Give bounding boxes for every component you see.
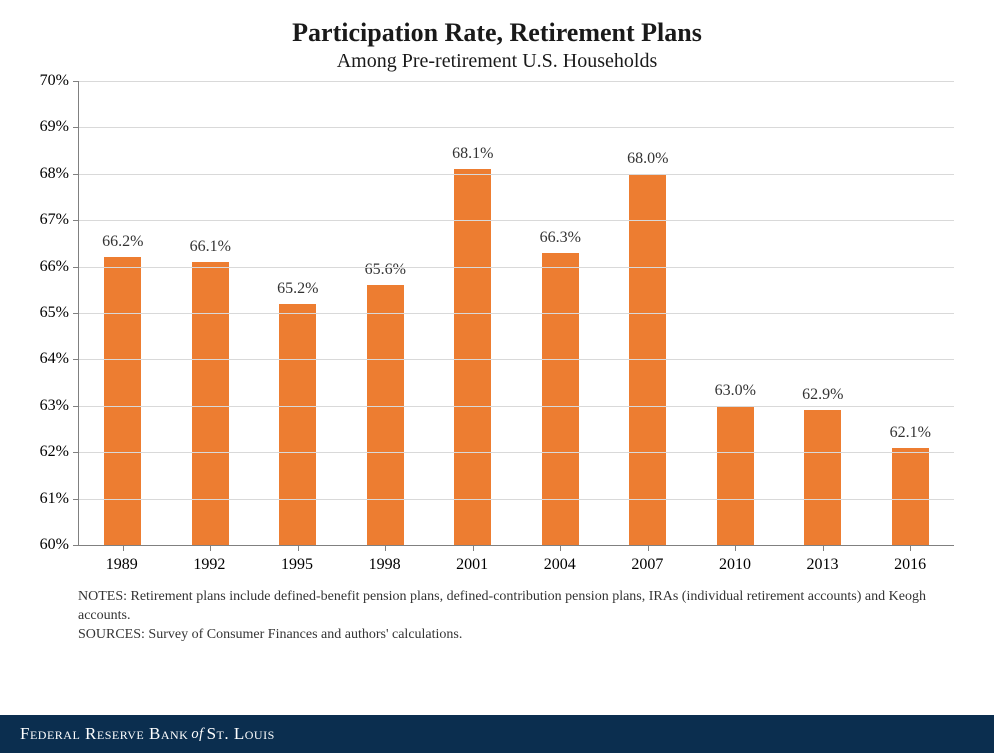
sources-line: SOURCES: Survey of Consumer Finances and… <box>78 626 954 645</box>
y-tick-label: 60% <box>40 536 79 554</box>
x-tick-mark <box>910 545 911 551</box>
bar-value-label: 68.1% <box>452 145 493 169</box>
bar: 65.2% <box>279 304 316 545</box>
grid-line <box>79 452 954 453</box>
x-axis-label: 2007 <box>604 556 692 574</box>
x-axis-label: 2016 <box>866 556 954 574</box>
y-tick-label: 64% <box>40 350 79 368</box>
plot-area: 66.2% 66.1% 65.2% 65.6% 68.1% 66.3% 68.0% 63.0%… <box>78 81 954 546</box>
y-tick-label: 65% <box>40 304 79 322</box>
y-tick-label: 70% <box>40 72 79 90</box>
y-tick-label: 63% <box>40 397 79 415</box>
grid-line <box>79 499 954 500</box>
bar-value-label: 68.0% <box>627 150 668 174</box>
bar: 68.1% <box>454 169 491 545</box>
y-tick-label: 69% <box>40 118 79 136</box>
x-tick-mark <box>473 545 474 551</box>
y-tick-label: 62% <box>40 443 79 461</box>
grid-line <box>79 267 954 268</box>
x-axis-labels: 1989199219951998200120042007201020132016 <box>78 556 954 574</box>
x-tick-mark <box>385 545 386 551</box>
x-tick-mark <box>123 545 124 551</box>
bar-value-label: 65.6% <box>365 261 406 285</box>
plot-wrap: 66.2% 66.1% 65.2% 65.6% 68.1% 66.3% 68.0% 63.0%… <box>78 81 954 574</box>
grid-line <box>79 359 954 360</box>
x-axis-label: 2001 <box>428 556 516 574</box>
bar: 62.9% <box>804 410 841 545</box>
x-tick-mark <box>210 545 211 551</box>
x-axis-label: 1992 <box>166 556 254 574</box>
grid-line <box>79 81 954 82</box>
footer-of: of <box>188 726 206 743</box>
grid-line <box>79 220 954 221</box>
grid-line <box>79 127 954 128</box>
x-tick-mark <box>823 545 824 551</box>
bar-value-label: 62.1% <box>890 424 931 448</box>
bar: 66.2% <box>104 257 141 545</box>
x-tick-mark <box>560 545 561 551</box>
titles-block: Participation Rate, Retirement Plans Amo… <box>30 18 964 73</box>
x-axis-label: 2004 <box>516 556 604 574</box>
y-tick-label: 67% <box>40 211 79 229</box>
bar: 65.6% <box>367 285 404 545</box>
x-axis-label: 2010 <box>691 556 779 574</box>
bar-value-label: 66.2% <box>102 233 143 257</box>
footer-org-post: St. Louis <box>207 724 275 744</box>
x-axis-label: 1998 <box>341 556 429 574</box>
bar: 66.3% <box>542 253 579 545</box>
grid-line <box>79 174 954 175</box>
chart-container: Participation Rate, Retirement Plans Amo… <box>0 0 994 715</box>
x-axis-label: 1989 <box>78 556 166 574</box>
x-axis-label: 2013 <box>779 556 867 574</box>
chart-notes: NOTES: Retirement plans include defined-… <box>78 588 954 645</box>
bar-value-label: 66.3% <box>540 229 581 253</box>
bar-value-label: 65.2% <box>277 280 318 304</box>
bar-value-label: 66.1% <box>190 238 231 262</box>
chart-subtitle: Among Pre-retirement U.S. Households <box>30 50 964 73</box>
x-tick-mark <box>735 545 736 551</box>
y-tick-label: 68% <box>40 165 79 183</box>
x-tick-mark <box>648 545 649 551</box>
bar-value-label: 63.0% <box>715 382 756 406</box>
y-tick-label: 61% <box>40 490 79 508</box>
x-tick-mark <box>298 545 299 551</box>
footer-org-pre: Federal Reserve Bank <box>20 724 188 744</box>
footer-bar: Federal Reserve Bank of St. Louis <box>0 715 994 753</box>
bar: 62.1% <box>892 448 929 545</box>
grid-line <box>79 313 954 314</box>
bar-value-label: 62.9% <box>802 386 843 410</box>
bar: 66.1% <box>192 262 229 545</box>
bar: 63.0% <box>717 406 754 545</box>
chart-title: Participation Rate, Retirement Plans <box>30 18 964 48</box>
grid-line <box>79 406 954 407</box>
x-axis-label: 1995 <box>253 556 341 574</box>
y-tick-label: 66% <box>40 258 79 276</box>
notes-line: NOTES: Retirement plans include defined-… <box>78 588 954 626</box>
